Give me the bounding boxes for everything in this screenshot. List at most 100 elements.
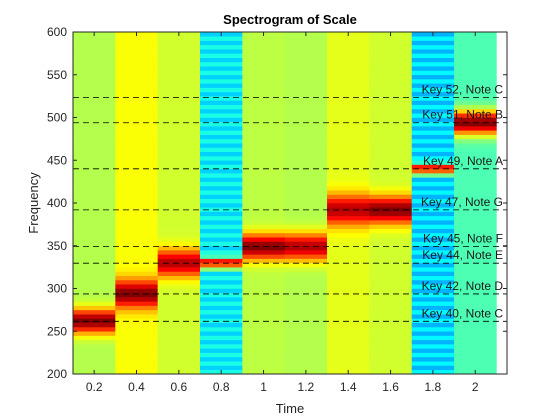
heatmap-cell [454,40,497,46]
heatmap-cell [369,241,413,247]
heatmap-cell [115,228,158,234]
heatmap-cell [369,348,413,353]
heatmap-cell [200,301,243,306]
note-label: Key 45, Note F [423,231,503,245]
heatmap-cell [284,356,328,362]
heatmap-cell [73,318,116,323]
heatmap-cell [115,177,158,182]
heatmap-cell [454,121,497,127]
heatmap-cell [327,143,370,148]
heatmap-cell [73,40,116,46]
heatmap-cell [284,258,328,264]
heatmap-cell [242,185,286,191]
heatmap-cell [242,288,286,294]
heatmap-cell [73,284,116,289]
heatmap-cell [327,356,370,362]
heatmap-cell [284,44,328,50]
heatmap-cell [73,87,116,93]
heatmap-cell [327,121,370,127]
heatmap-cell [200,288,243,294]
heatmap-cell [454,356,497,362]
heatmap-cell [327,284,370,289]
heatmap-cell [454,322,497,328]
heatmap-cell [284,113,328,118]
heatmap-cell [115,309,158,315]
heatmap-cell [327,203,370,208]
heatmap-cell [327,344,370,349]
heatmap-cell [369,79,413,84]
heatmap-cell [200,87,243,93]
heatmap-cell [200,61,243,67]
heatmap-cell [157,113,201,118]
heatmap-cell [115,130,158,135]
heatmap-cell [284,275,328,281]
heatmap-cell [284,138,328,144]
heatmap-cell [115,168,158,174]
heatmap-cell [200,348,243,353]
heatmap-cell [284,228,328,234]
note-label: Key 47, Note G [421,195,503,209]
heatmap-cell [369,292,413,298]
x-tick-label: 1.4 [340,380,357,394]
heatmap-cell [242,203,286,208]
heatmap-cell [157,258,201,264]
heatmap-cell [200,309,243,315]
heatmap-cell [157,250,201,255]
heatmap-cell [242,314,286,319]
heatmap-cell [115,292,158,298]
heatmap-cell [369,237,413,242]
heatmap-cell [73,61,116,67]
x-tick-label: 0.6 [171,380,188,394]
heatmap-cell [242,198,286,204]
heatmap-cell [73,314,116,319]
heatmap-cell [369,309,413,315]
heatmap-cell [284,117,328,123]
heatmap-cell [369,356,413,362]
heatmap-cell [284,279,328,285]
heatmap-cell [73,224,116,229]
heatmap-cell [115,284,158,289]
heatmap-cell [73,155,116,161]
y-tick-label: 450 [47,153,67,167]
heatmap-cell [327,309,370,315]
heatmap-cell [369,96,413,101]
heatmap-cell [369,284,413,289]
heatmap-cell [454,275,497,281]
heatmap-cell [157,352,201,358]
heatmap-cell [115,203,158,208]
x-tick-label: 0.8 [213,380,230,394]
heatmap-cell [200,40,243,46]
heatmap-cell [369,254,413,259]
heatmap-cell [411,177,455,182]
heatmap-cell [327,185,370,191]
heatmap-cell [454,44,497,50]
y-tick-label: 300 [47,282,67,296]
x-tick-label: 1.8 [425,380,442,394]
heatmap-cell [242,211,286,217]
y-tick-label: 250 [47,324,67,338]
heatmap-cell [284,181,328,187]
heatmap-cell [157,331,201,336]
heatmap-cell [242,258,286,264]
heatmap-cell [157,318,201,323]
heatmap-cell [157,339,201,345]
heatmap-cell [454,203,497,208]
heatmap-cell [157,220,201,225]
heatmap-cell [284,96,328,101]
heatmap-cell [369,155,413,161]
heatmap-cell [454,348,497,353]
heatmap-cell [242,271,286,276]
heatmap-cell [73,126,116,131]
heatmap-cell [454,100,497,105]
heatmap-cell [454,339,497,345]
heatmap-cell [73,173,116,178]
heatmap-cell [242,284,286,289]
heatmap-cell [200,237,243,242]
heatmap-cell [242,66,286,71]
heatmap-cell [369,181,413,187]
heatmap-cell [242,267,286,272]
heatmap-cell [369,138,413,144]
heatmap-cell [242,352,286,358]
heatmap-cell [369,151,413,157]
heatmap-cell [284,326,328,332]
